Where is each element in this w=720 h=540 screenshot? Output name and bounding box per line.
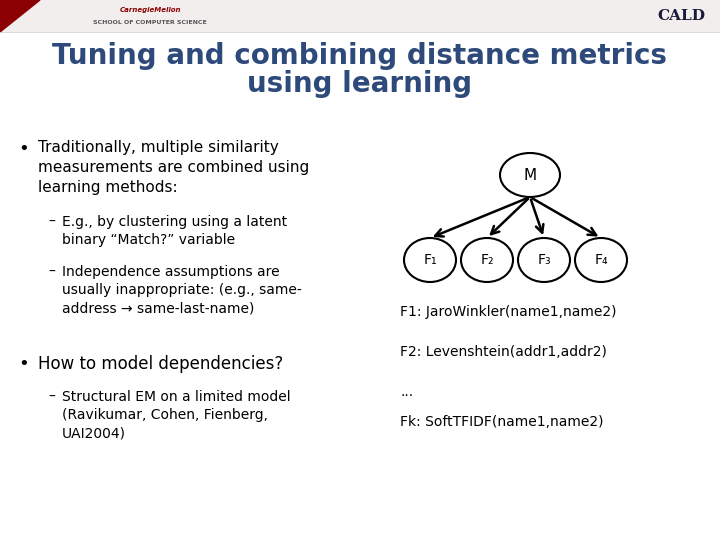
Text: F2: Levenshtein(addr1,addr2): F2: Levenshtein(addr1,addr2): [400, 345, 607, 359]
Text: CarnegieMellon: CarnegieMellon: [120, 7, 181, 13]
Text: F1: JaroWinkler(name1,name2): F1: JaroWinkler(name1,name2): [400, 305, 616, 319]
Bar: [0, 0, 720, 32]
Text: Independence assumptions are
usually inappropriate: (e.g., same-
address → same-: Independence assumptions are usually ina…: [62, 265, 302, 316]
Ellipse shape: [575, 238, 627, 282]
Polygon shape: [0, 0, 40, 32]
Text: F₂: F₂: [480, 253, 494, 267]
Text: Traditionally, multiple similarity
measurements are combined using
learning meth: Traditionally, multiple similarity measu…: [38, 140, 310, 194]
Text: –: –: [48, 215, 55, 229]
Text: ...: ...: [400, 385, 413, 399]
Text: F₁: F₁: [423, 253, 437, 267]
Ellipse shape: [518, 238, 570, 282]
Ellipse shape: [461, 238, 513, 282]
Text: Fk: SoftTFIDF(name1,name2): Fk: SoftTFIDF(name1,name2): [400, 415, 603, 429]
Text: using learning: using learning: [248, 70, 472, 98]
Text: How to model dependencies?: How to model dependencies?: [38, 355, 283, 373]
Text: M: M: [523, 167, 536, 183]
Text: F₃: F₃: [537, 253, 551, 267]
Text: •: •: [18, 140, 29, 158]
Text: E.g., by clustering using a latent
binary “Match?” variable: E.g., by clustering using a latent binar…: [62, 215, 287, 247]
Text: F₄: F₄: [594, 253, 608, 267]
Text: Tuning and combining distance metrics: Tuning and combining distance metrics: [53, 42, 667, 70]
Text: CALD: CALD: [657, 9, 705, 23]
Ellipse shape: [404, 238, 456, 282]
Text: SCHOOL OF COMPUTER SCIENCE: SCHOOL OF COMPUTER SCIENCE: [93, 19, 207, 24]
Ellipse shape: [500, 153, 560, 197]
Text: –: –: [48, 390, 55, 404]
Text: Structural EM on a limited model
(Ravikumar, Cohen, Fienberg,
UAI2004): Structural EM on a limited model (Raviku…: [62, 390, 291, 441]
Text: •: •: [18, 355, 29, 373]
Text: –: –: [48, 265, 55, 279]
